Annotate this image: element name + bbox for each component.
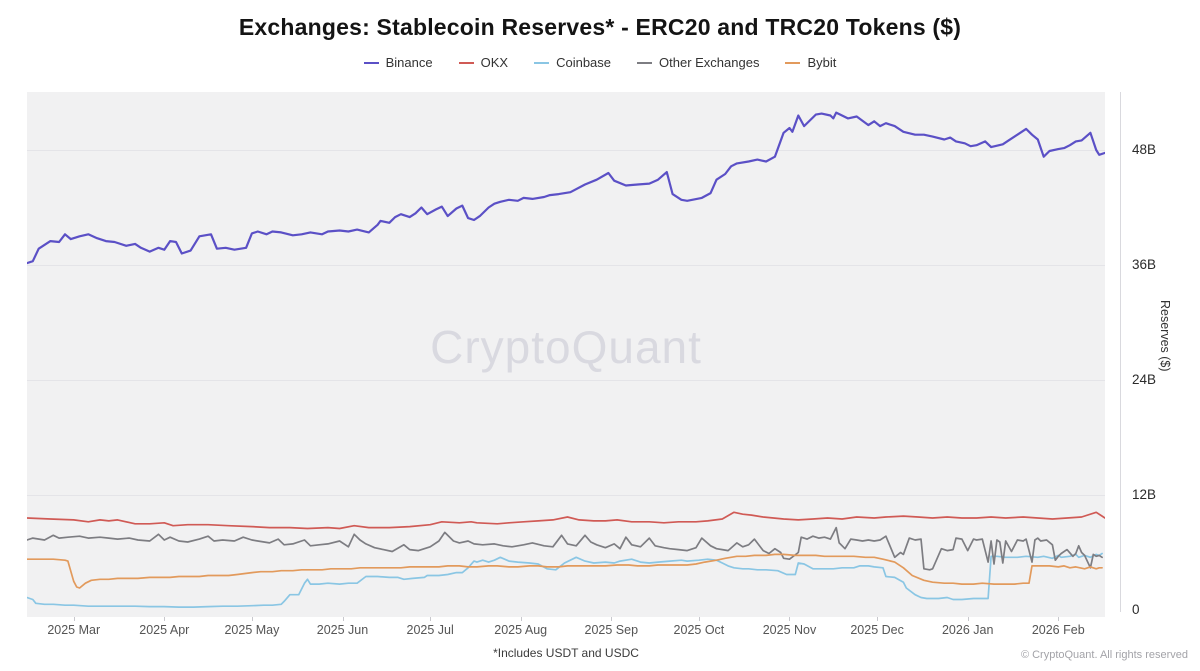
x-tick-mark	[164, 617, 166, 621]
y-tick-label-0: 0	[1132, 602, 1140, 617]
legend-label: Binance	[385, 55, 433, 70]
x-tick-label-2025-Mar: 2025 Mar	[47, 623, 101, 637]
y-axis-title: Reserves ($)	[1158, 300, 1172, 372]
footnote: *Includes USDT and USDC	[493, 646, 639, 660]
series-line-binance	[27, 111, 1105, 265]
legend-label: OKX	[480, 55, 509, 70]
x-tick-label-2025-Dec: 2025 Dec	[850, 623, 904, 637]
x-tick-label-2025-May: 2025 May	[224, 623, 280, 637]
x-tick-mark	[877, 617, 879, 621]
x-tick-label-2025-Aug: 2025 Aug	[494, 623, 548, 637]
x-tick-label-2025-Nov: 2025 Nov	[762, 623, 817, 637]
series-line-okx	[27, 511, 1105, 530]
gridline-12B	[27, 495, 1105, 496]
series-line-other-exchanges	[27, 526, 1103, 571]
legend-swatch-icon	[637, 61, 653, 64]
y-tick-label-12B: 12B	[1132, 487, 1157, 502]
x-tick-mark	[73, 617, 75, 621]
x-tick-mark	[342, 617, 344, 621]
legend-swatch-icon	[785, 61, 801, 64]
cryptoquant-watermark: CryptoQuant	[430, 321, 702, 373]
legend-label: Coinbase	[556, 55, 612, 70]
chart-title: Exchanges: Stablecoin Reserves* - ERC20 …	[238, 14, 962, 40]
legend-item-other-exchanges[interactable]: Other Exchanges	[637, 55, 759, 70]
x-tick-label-2026-Feb: 2026 Feb	[1031, 623, 1085, 637]
x-tick-label-2025-Apr: 2025 Apr	[139, 623, 190, 637]
x-tick-mark	[1058, 617, 1060, 621]
x-tick-label-2025-Jul: 2025 Jul	[406, 623, 454, 637]
legend-swatch-icon	[458, 61, 474, 64]
copyright: © CryptoQuant. All rights reserved	[1020, 649, 1188, 661]
gridline-24B	[27, 380, 1105, 381]
series-line-coinbase	[27, 552, 1103, 608]
series-lines	[27, 111, 1105, 608]
x-tick-label-2025-Jun: 2025 Jun	[316, 623, 369, 637]
x-tick-mark	[611, 617, 613, 621]
y-axis-line	[1120, 92, 1121, 612]
x-tick-mark	[967, 617, 969, 621]
x-tick-label-2026-Jan: 2026 Jan	[941, 623, 994, 637]
y-tick-label-24B: 24B	[1132, 372, 1157, 387]
y-tick-label-36B: 36B	[1132, 257, 1157, 272]
y-tick-label-48B: 48B	[1132, 142, 1157, 158]
x-tick-label-2025-Sep: 2025 Sep	[584, 623, 639, 637]
gridline-36B	[27, 265, 1105, 266]
gridline-48B	[27, 150, 1105, 152]
plot-area[interactable]: CryptoQuant	[27, 92, 1105, 617]
x-tick-label-2025-Oct: 2025 Oct	[673, 623, 725, 637]
x-tick-mark	[789, 617, 791, 621]
legend-item-okx[interactable]: OKX	[458, 55, 509, 70]
legend-item-bybit[interactable]: Bybit	[785, 55, 836, 70]
legend-swatch-icon	[363, 61, 379, 64]
x-tick-mark	[520, 617, 522, 621]
x-tick-mark	[698, 617, 700, 621]
legend-label: Other Exchanges	[659, 55, 760, 70]
x-tick-mark	[430, 617, 432, 621]
legend-item-binance[interactable]: Binance	[363, 55, 433, 70]
legend-swatch-icon	[534, 61, 550, 64]
series-line-bybit	[27, 553, 1103, 589]
legend-label: Bybit	[807, 55, 837, 70]
legend-item-coinbase[interactable]: Coinbase	[534, 55, 611, 70]
x-tick-mark	[251, 617, 253, 621]
chart-legend: Binance OKX Coinbase Other Exchanges Bybit	[0, 55, 1200, 70]
